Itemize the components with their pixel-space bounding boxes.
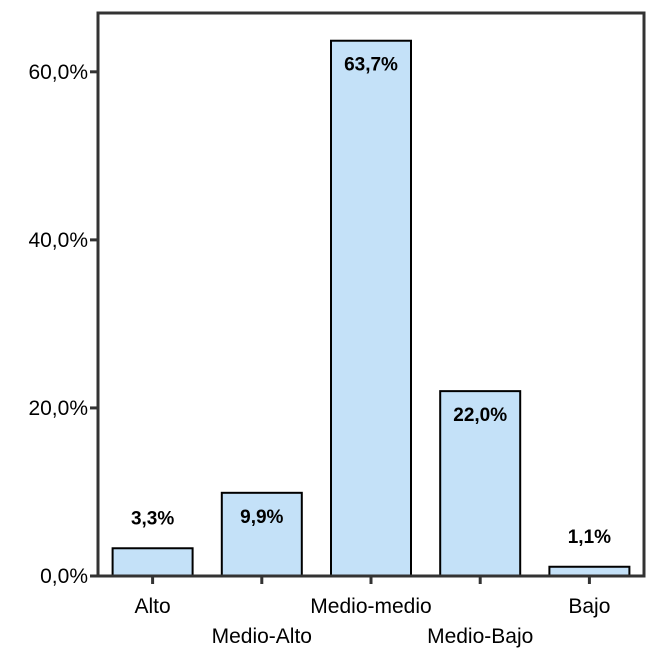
bar-value-label: 3,3% [131, 508, 174, 529]
bar-value-label: 1,1% [568, 527, 611, 548]
x-axis: Alto Medio-Alto Medio-medio Medio-Bajo Bajo [90, 574, 644, 648]
bar [330, 39, 412, 577]
x-tick-label: Alto [135, 595, 171, 618]
y-axis: 0,0% 20,0% 40,0% 60,0% [28, 61, 98, 588]
bars-group: 3,3% 9,9% 63,7% 22,0% 1,1% [111, 39, 631, 578]
bar [439, 390, 522, 578]
bar-value-label: 63,7% [344, 55, 398, 76]
x-tick-label: Medio-Alto [212, 625, 312, 648]
y-tick-label: 0,0% [40, 565, 88, 588]
y-tick-label: 20,0% [28, 397, 88, 420]
x-tick-label: Bajo [568, 595, 610, 618]
bar [111, 547, 194, 577]
y-tick-label: 60,0% [28, 61, 88, 84]
bar-value-label: 9,9% [240, 507, 283, 528]
x-tick-label: Medio-Bajo [427, 625, 533, 648]
y-tick-label: 40,0% [28, 229, 88, 252]
bar [220, 491, 303, 578]
bar-value-label: 22,0% [453, 405, 507, 426]
x-tick-label: Medio-medio [310, 595, 431, 618]
